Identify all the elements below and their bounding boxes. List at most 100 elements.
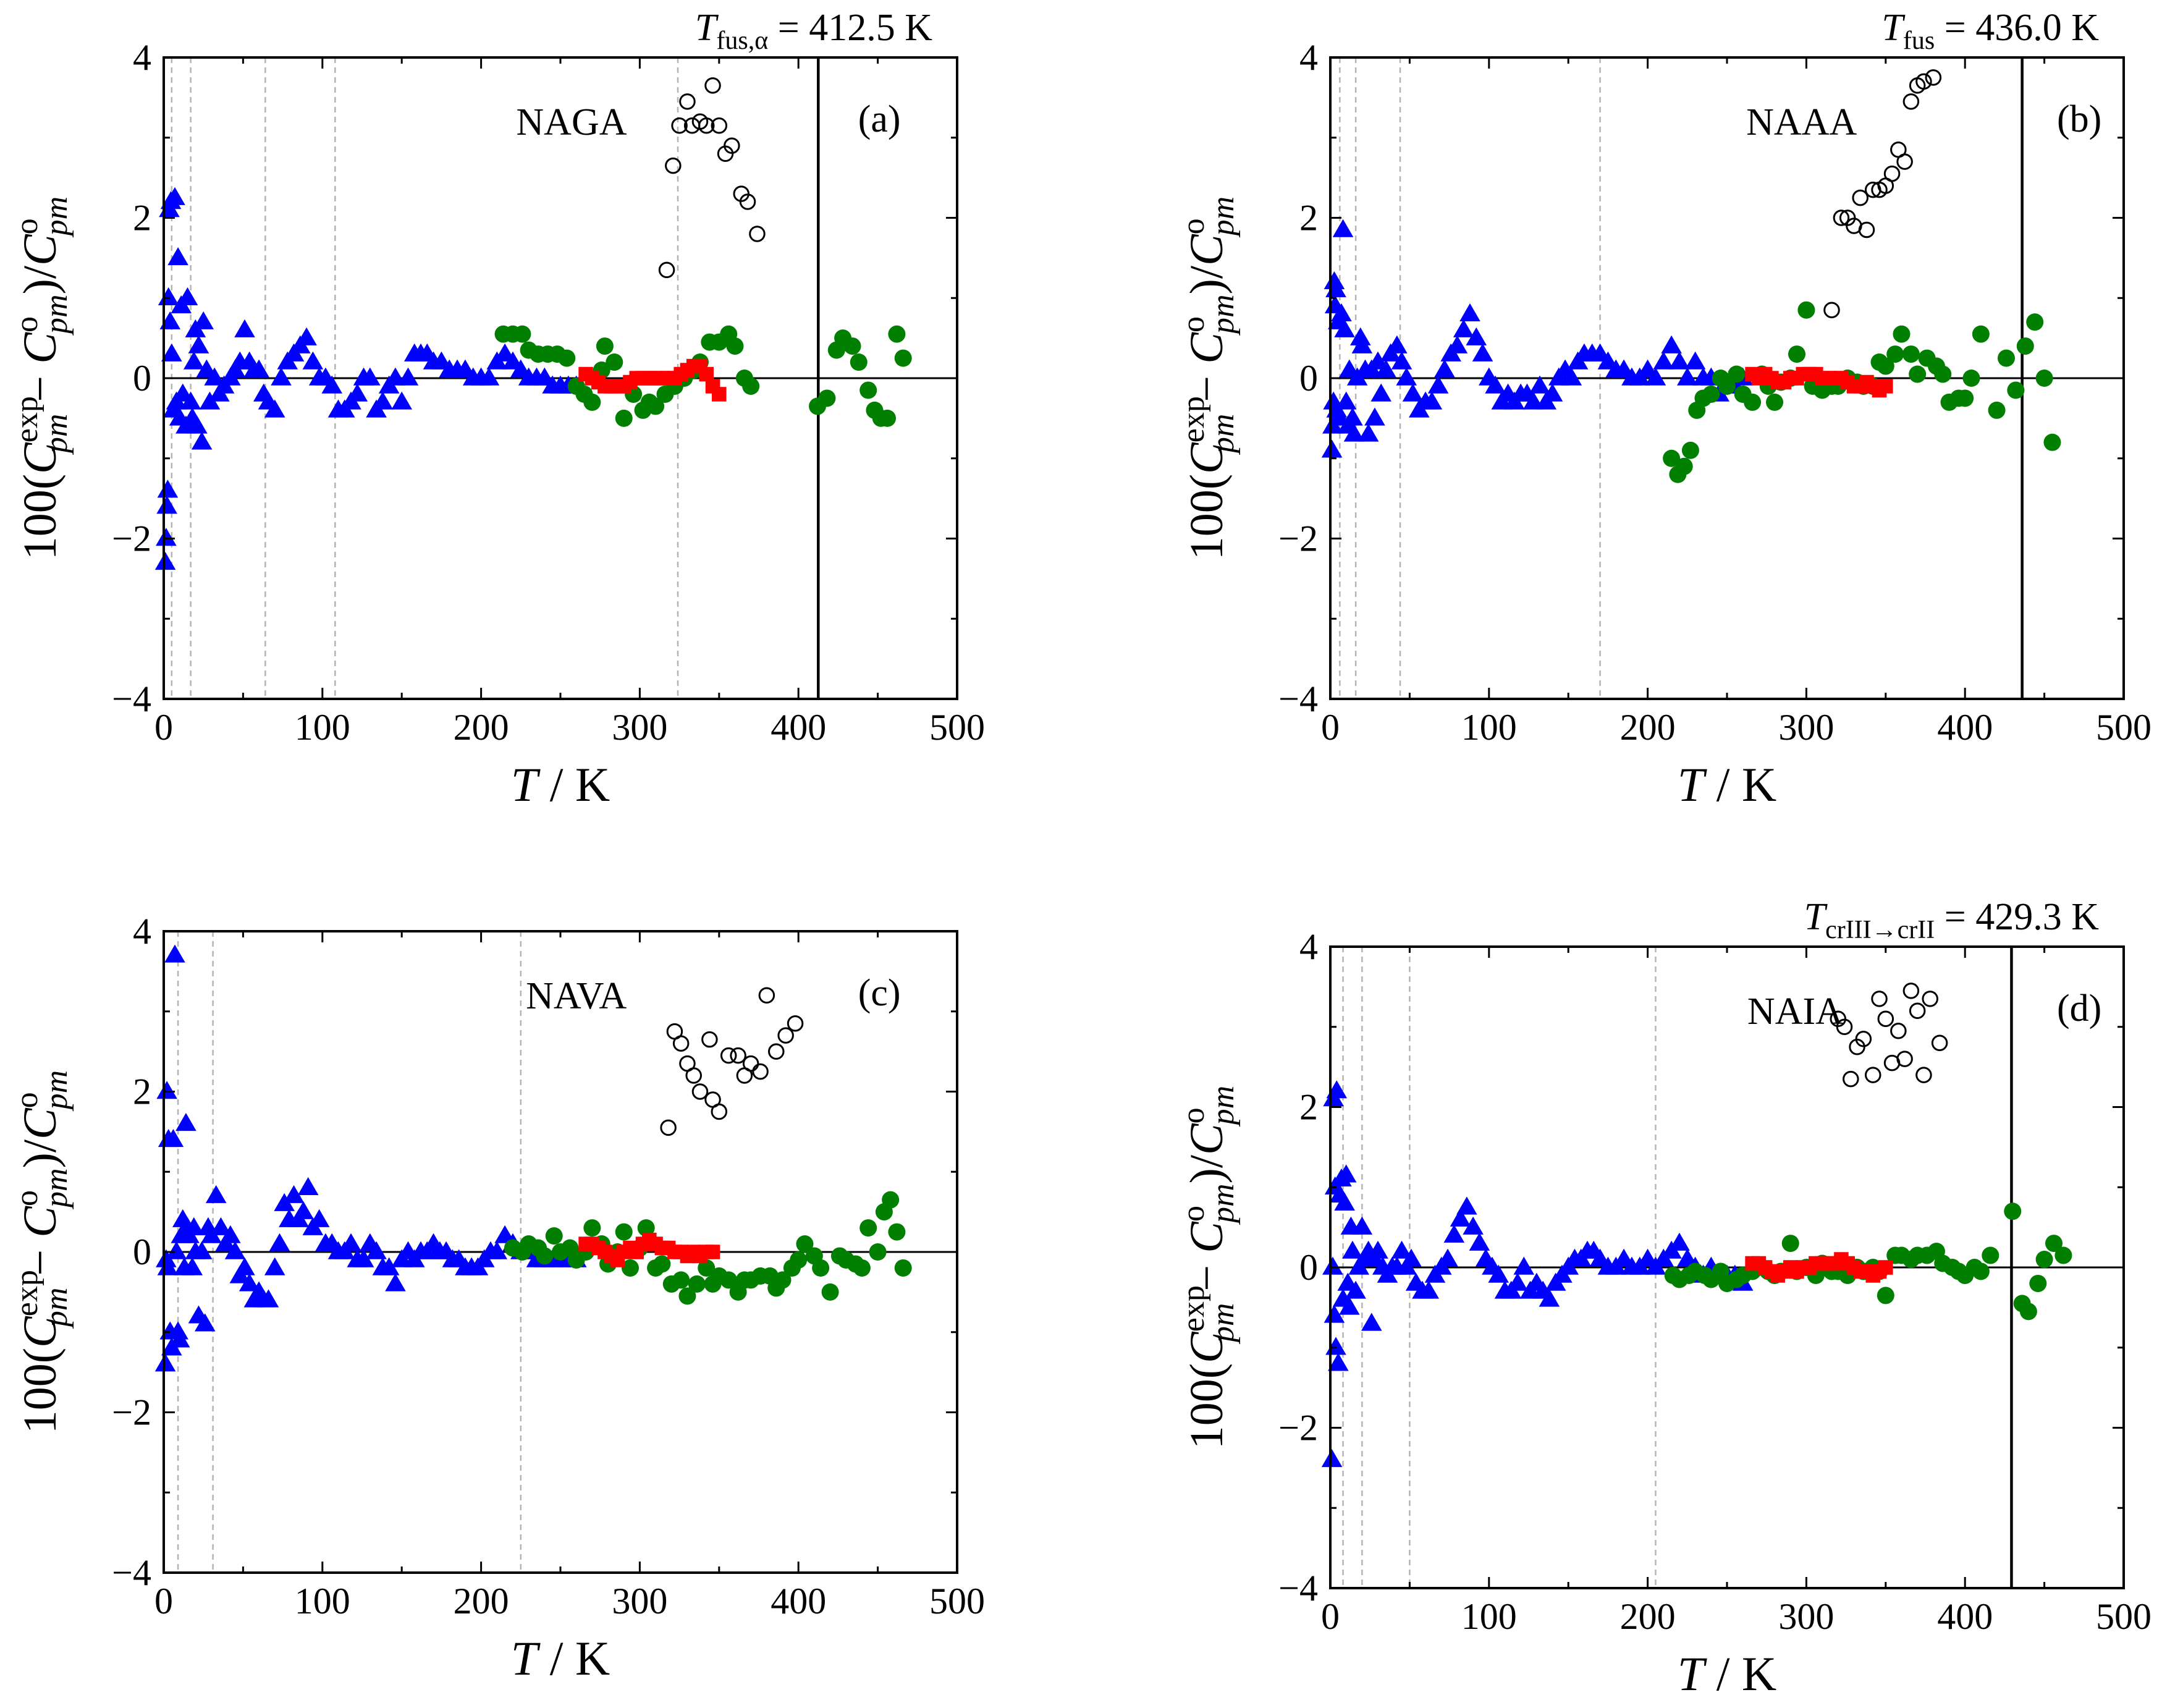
data-point [182,1257,203,1275]
data-point [660,1119,677,1136]
data-point [1529,375,1550,394]
data-point [166,1241,187,1259]
data-point [752,1063,769,1080]
y-tick-label: −2 [112,1392,151,1433]
data-point [1361,1313,1382,1331]
data-point [161,343,182,361]
y-tick-label: 4 [1299,37,1318,78]
data-point [397,367,419,386]
data-point [1421,391,1443,410]
data-point [1396,367,1417,386]
series-triangles [1321,219,1754,458]
data-point [2016,337,2034,355]
data-point [1962,370,1980,387]
data-point [2045,1235,2063,1253]
label-part: C [1181,1331,1233,1363]
data-point [1450,1208,1471,1227]
label-part: C [1181,442,1233,474]
data-point [1909,365,1927,383]
label-part: C [14,234,66,266]
panel-a: 0 100 200 300 400 500 −4 −2 0 2 4 NAGA (a) Tfus,α = 4… [9,7,985,811]
label-part: o [9,218,44,234]
data-point [1513,1256,1535,1275]
data-point [1915,1067,1932,1083]
label-part: o [1176,1206,1211,1222]
x-axis-label: T / K [511,758,610,811]
label-part: )/ [1181,1154,1233,1183]
data-point [1427,375,1449,394]
label-part: = 429.3 K [1935,896,2099,938]
data-point [271,367,292,386]
y-tick-label: 0 [1299,1247,1318,1288]
data-point [812,1259,830,1277]
data-point [167,247,188,266]
data-point [843,337,861,355]
data-point [1877,1287,1894,1304]
data-point [191,1241,213,1259]
data-point [1339,1296,1360,1315]
data-point [653,1255,671,1273]
panel-label: (a) [858,98,901,140]
y-tick-label: 4 [133,37,151,78]
data-point [859,1219,877,1237]
data-point [156,1081,177,1099]
data-point [188,335,209,353]
data-point [730,1047,746,1064]
x-tick-label: 300 [612,1581,667,1621]
data-point [164,187,185,205]
data-point [688,1275,706,1293]
label-part: o [9,1190,44,1206]
transition-temperature-note: TcrIII→crII = 429.3 K [1804,896,2100,944]
data-point [672,1035,690,1052]
data-point [705,1245,720,1259]
data-point [596,337,614,355]
data-point [1387,335,1408,353]
data-point [234,319,255,337]
data-point [1982,1246,1999,1264]
data-point [1402,383,1424,402]
data-point [712,387,727,402]
label-part: pm [39,414,74,456]
y-tick-label: −2 [112,518,151,559]
label-part: pm [1206,1183,1241,1225]
data-point [850,353,868,371]
data-point [164,944,185,963]
data-point [248,359,269,378]
series-open-circles [1823,69,1942,318]
data-point [177,287,198,306]
label-part: pm [39,1168,74,1210]
data-point [1669,351,1690,370]
label-part: crIII→crII [1825,916,1935,944]
data-point [2043,433,2061,451]
label-part: exp [1176,396,1211,442]
data-point [1902,93,1920,110]
data-point [711,117,728,134]
data-point [194,1313,216,1332]
label-part: 100( [1181,1363,1233,1449]
data-point [1434,359,1455,378]
data-point [1843,1070,1859,1088]
y-tick-label: −2 [1278,1408,1318,1448]
data-point [1909,1002,1926,1020]
data-point [711,1103,728,1120]
y-tick-label: −4 [112,679,151,719]
data-point [1335,391,1357,410]
y-axis-label: 100(Cexppm − Copm)/Copm [1176,1086,1241,1450]
x-axis-label: T / K [1678,758,1776,811]
data-point [749,226,766,242]
data-point [2026,313,2044,331]
series-filled-circles [504,1191,912,1305]
data-point [1443,1224,1465,1243]
data-point [210,1217,232,1235]
label-part: C [14,1316,66,1348]
data-point [1364,407,1385,426]
data-point [224,1241,246,1259]
transition-temperature-note: Tfus,α = 412.5 K [695,7,932,55]
data-point [1653,351,1674,370]
data-point [1334,319,1355,337]
data-point [1788,345,1805,363]
series-squares [578,1232,720,1267]
data-point [1466,327,1487,345]
label-part: C [14,442,66,474]
